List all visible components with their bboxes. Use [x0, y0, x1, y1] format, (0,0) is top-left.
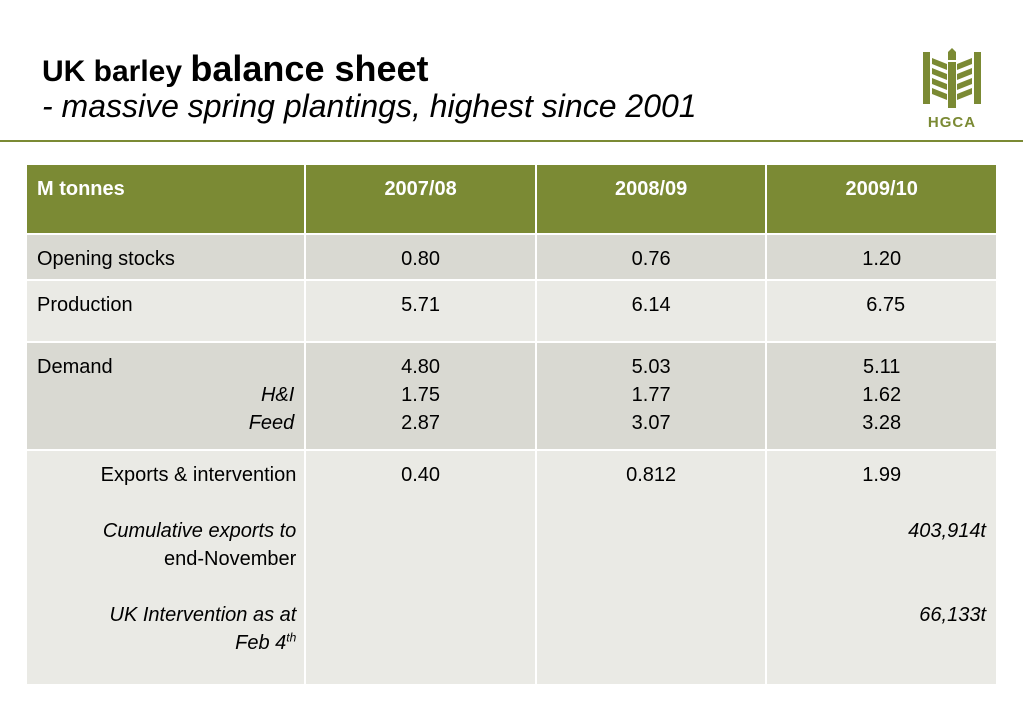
- opening-stocks-label: Opening stocks: [24, 233, 307, 281]
- exports-value-2: 0.812: [534, 449, 768, 686]
- table-row-opening-stocks: Opening stocks 0.80 0.76 1.20: [24, 233, 998, 281]
- production-label: Production: [24, 279, 307, 343]
- intervention-label-1: UK Intervention as at: [109, 604, 297, 626]
- table-row-demand: Demand H&I Feed 4.80 1.75 2.87 5.03 1.77…: [24, 341, 998, 451]
- production-value-2: 6.14: [534, 279, 768, 343]
- demand-label: Demand: [37, 356, 113, 378]
- demand-feed-1: 2.87: [401, 412, 441, 434]
- opening-value-3: 1.20: [765, 233, 998, 281]
- wheat-icon: [923, 48, 981, 108]
- demand-total-2: 5.03: [631, 356, 671, 378]
- title-prefix: UK barley: [42, 55, 191, 88]
- hgca-logo: HGCA: [914, 48, 990, 134]
- intervention-date-suffix: th: [286, 630, 297, 645]
- demand-hi-2: 1.77: [631, 384, 671, 406]
- exports-cell-3: 1.99 403,914t 66,133t: [765, 449, 998, 686]
- intervention-label-2: Feb 4th: [37, 629, 296, 657]
- balance-sheet-table: M tonnes 2007/08 2008/09 2009/10 Opening…: [24, 163, 998, 686]
- demand-total-3: 5.11: [862, 356, 901, 378]
- title-main: balance sheet: [190, 48, 429, 89]
- demand-hi-1: 1.75: [401, 384, 441, 406]
- header-divider: [0, 140, 1023, 142]
- cumulative-exports-label-2: end-November: [164, 548, 297, 570]
- demand-label-cell: Demand H&I Feed: [24, 341, 307, 451]
- demand-cell-1: 4.80 1.75 2.87: [304, 341, 537, 451]
- demand-feed-label: Feed: [248, 412, 295, 434]
- exports-value-3: 1.99: [862, 464, 902, 486]
- exports-label: Exports & intervention: [100, 464, 297, 486]
- opening-value-1: 0.80: [304, 233, 537, 281]
- demand-hi-3: 1.62: [862, 384, 902, 406]
- intervention-date: Feb 4: [235, 632, 287, 654]
- demand-cell-2: 5.03 1.77 3.07: [534, 341, 768, 451]
- demand-hi-label: H&I: [260, 384, 295, 406]
- header-2008-09: 2008/09: [534, 163, 768, 235]
- intervention-value: 66,133t: [919, 604, 986, 626]
- table-header-row: M tonnes 2007/08 2008/09 2009/10: [24, 163, 998, 235]
- demand-feed-3: 3.28: [862, 412, 902, 434]
- demand-feed-2: 3.07: [631, 412, 671, 434]
- exports-value-1: 0.40: [304, 449, 537, 686]
- header-2009-10: 2009/10: [765, 163, 998, 235]
- demand-total-1: 4.80: [401, 356, 441, 378]
- cumulative-exports-label-1: Cumulative exports to: [102, 520, 297, 542]
- exports-label-cell: Exports & intervention Cumulative export…: [24, 449, 307, 686]
- table-row-exports: Exports & intervention Cumulative export…: [24, 449, 998, 686]
- page-subtitle: - massive spring plantings, highest sinc…: [42, 88, 697, 124]
- cumulative-exports-value: 403,914t: [908, 520, 986, 542]
- logo-text: HGCA: [927, 114, 977, 131]
- header-unit: M tonnes: [24, 163, 307, 235]
- demand-cell-3: 5.11 1.62 3.28: [765, 341, 998, 451]
- production-value-1: 5.71: [304, 279, 537, 343]
- table-row-production: Production 5.71 6.14 6.75: [24, 279, 998, 343]
- header-2007-08: 2007/08: [304, 163, 537, 235]
- production-value-3: 6.75: [765, 279, 998, 343]
- opening-value-2: 0.76: [534, 233, 768, 281]
- page-title: UK barley balance sheet: [42, 48, 429, 90]
